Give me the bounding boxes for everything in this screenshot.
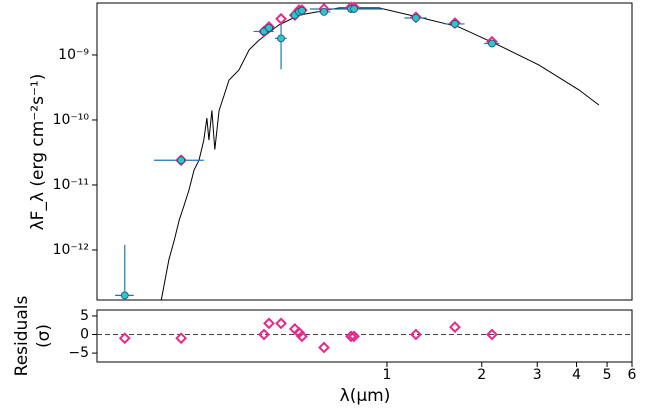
- residual-frame: [96, 309, 633, 363]
- x-axis-label: λ(μm): [340, 386, 391, 406]
- y-tick-label: 10⁻¹²: [53, 242, 89, 258]
- x-tick-label: 4: [572, 367, 581, 383]
- y-tick-label: 5: [80, 308, 89, 324]
- residual-point: [175, 332, 188, 345]
- observed-point: [120, 291, 129, 300]
- observed-point: [412, 14, 420, 22]
- x-tick-label: 1: [383, 367, 392, 383]
- residual-point: [410, 328, 422, 341]
- x-tick-label: 5: [603, 367, 612, 383]
- observed-point: [488, 39, 496, 48]
- y-tick-label: 10⁻¹⁰: [53, 112, 90, 128]
- observed-point: [320, 7, 328, 16]
- residual-point: [348, 330, 360, 343]
- observed-point: [350, 5, 358, 13]
- residual-point: [318, 341, 330, 354]
- residual-point: [263, 317, 275, 330]
- y-tick-label: 0: [80, 327, 89, 343]
- residual-point: [449, 321, 461, 334]
- x-tick-label: 3: [533, 367, 542, 383]
- y-tick-label: 10⁻⁹: [58, 47, 89, 63]
- y-tick-label: 10⁻¹¹: [53, 177, 89, 193]
- observed-point: [177, 156, 186, 165]
- observed-point: [265, 24, 273, 32]
- top-frame: [96, 2, 633, 301]
- residual-point: [258, 328, 270, 341]
- residual-point: [118, 332, 131, 345]
- observed-point: [451, 20, 459, 28]
- y-tick-label: −5: [68, 345, 89, 361]
- residual-label: (σ): [34, 324, 54, 348]
- residual-point: [486, 328, 498, 341]
- x-tick-label: 2: [477, 367, 486, 383]
- observed-point: [298, 6, 306, 15]
- residual-point: [296, 330, 308, 343]
- synthetic-point: [275, 12, 287, 25]
- y-axis-label: λF_λ (erg cm⁻²s⁻¹): [28, 74, 48, 231]
- residual-label: Residuals: [12, 296, 32, 377]
- observed-point: [277, 34, 285, 43]
- residual-point: [345, 330, 357, 343]
- x-tick-label: 6: [628, 367, 637, 383]
- model-spectrum: [160, 7, 600, 301]
- residual-point: [275, 317, 287, 330]
